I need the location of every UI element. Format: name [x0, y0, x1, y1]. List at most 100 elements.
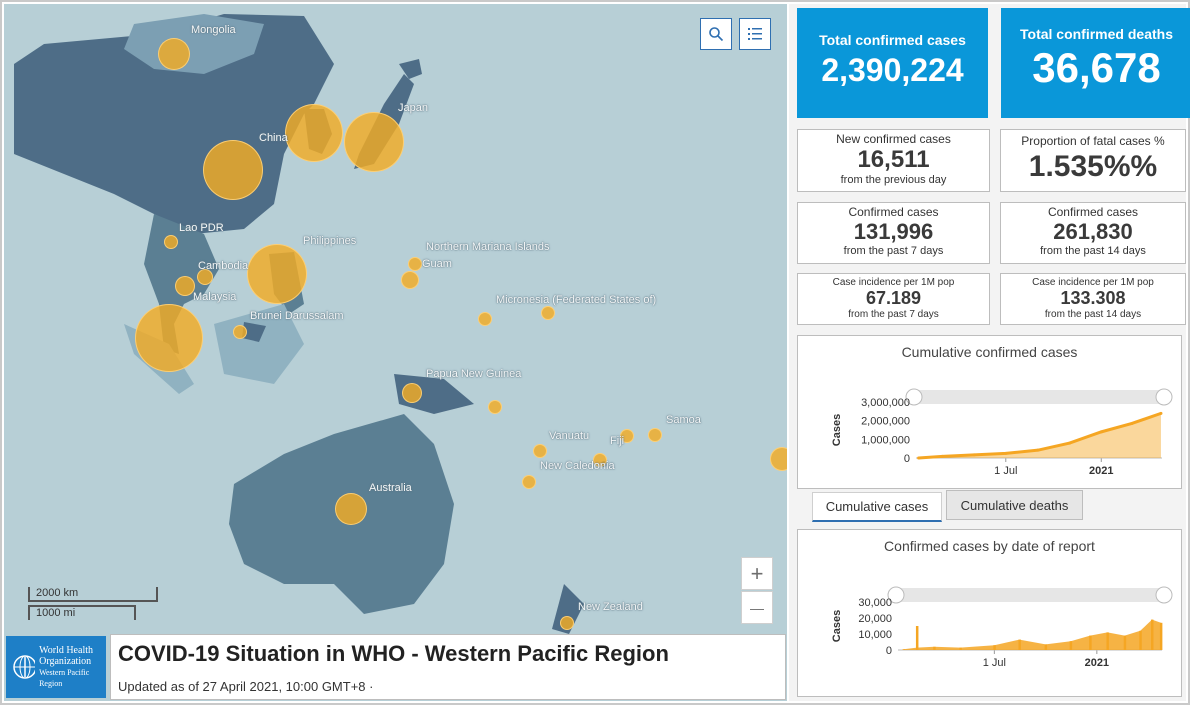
series-area [903, 619, 1161, 650]
map-bubble[interactable] [247, 244, 307, 304]
data-point [1068, 441, 1072, 445]
updated-timestamp: Updated as of 27 April 2021, 10:00 GMT+8… [118, 679, 374, 694]
data-point [1099, 430, 1103, 434]
new-cases-label: New confirmed cases [836, 132, 951, 146]
total-cases-card: Total confirmed cases 2,390,224 [797, 8, 988, 118]
total-cases-value: 2,390,224 [821, 52, 964, 88]
map-bubble[interactable] [335, 493, 367, 525]
daily-chart-panel: Confirmed cases by date of report 0 10,00… [797, 529, 1182, 697]
data-point [972, 453, 976, 457]
map-label-china: China [259, 132, 288, 144]
y-axis-label: Cases [831, 610, 843, 642]
range-slider-handle [905, 388, 923, 406]
cases-14day-card: Confirmed cases 261,830 from the past 14… [1000, 202, 1186, 264]
map-bubble[interactable] [402, 383, 422, 403]
fatal-value: 1.535%% [1028, 150, 1158, 183]
cases-7day-sub: from the past 7 days [843, 245, 944, 257]
bar [1159, 622, 1163, 650]
map-label-new-zealand: New Zealand [578, 601, 643, 613]
map-label-guam: Guam [422, 258, 452, 270]
map-bubble[interactable] [522, 475, 536, 489]
y-tick-label: 0 [904, 453, 910, 465]
y-tick-label: 0 [886, 645, 892, 657]
cumulative-chart[interactable]: 0 1,000,000 2,000,000 3,000,000 Cases 1 Jul 20… [798, 336, 1181, 488]
map-label-new-caledonia: New Caledonia [540, 460, 615, 472]
map-bubble[interactable] [620, 429, 634, 443]
map-bubble[interactable] [593, 453, 607, 467]
map-bubble[interactable] [164, 235, 178, 249]
map-bubble[interactable] [401, 271, 419, 289]
map-label-japan: Japan [398, 102, 428, 114]
x-tick-label: 1 Jul [994, 465, 1017, 477]
y-tick-label: 3,000,000 [861, 397, 910, 409]
x-tick-label: 2021 [1085, 657, 1109, 669]
map-label-lao: Lao PDR [179, 222, 224, 234]
logo-line-1: World Health [39, 645, 93, 656]
y-tick-label: 2,000,000 [861, 416, 910, 428]
map-bubble[interactable] [770, 447, 787, 471]
map-label-cambodia: Cambodia [198, 260, 249, 272]
zoom-out-button[interactable]: — [741, 591, 773, 624]
map-bubble[interactable] [285, 104, 343, 162]
zoom-in-button[interactable]: + [741, 557, 773, 590]
map-bubble[interactable] [408, 257, 422, 271]
map-bubble[interactable] [533, 444, 547, 458]
cases-7day-label: Confirmed cases [848, 205, 939, 219]
map-bubble[interactable] [541, 306, 555, 320]
tab-cumulative-deaths[interactable]: Cumulative deaths [946, 490, 1083, 520]
search-icon [709, 27, 724, 42]
page-title: COVID-19 Situation in WHO - Western Paci… [118, 641, 669, 666]
map-bubble[interactable] [135, 304, 203, 372]
data-point [940, 454, 944, 458]
incidence-7day-sub: from the past 7 days [848, 309, 939, 320]
cases-14day-value: 261,830 [1053, 219, 1133, 244]
map-bubble[interactable] [560, 616, 574, 630]
data-point [917, 456, 921, 460]
x-tick-label: 2021 [1089, 465, 1113, 477]
fatal-proportion-card: Proportion of fatal cases % 1.535%% [1000, 129, 1186, 192]
tab-cumulative-cases[interactable]: Cumulative cases [812, 492, 942, 522]
bar [915, 626, 919, 650]
map-bubble[interactable] [158, 38, 190, 70]
range-slider-handle [1155, 586, 1173, 604]
map-bubble[interactable] [197, 269, 213, 285]
total-deaths-value: 36,678 [1032, 44, 1161, 91]
cumulative-chart-panel: Cumulative confirmed cases 0 1,000,000 2,0… [797, 335, 1182, 489]
search-button[interactable] [700, 18, 732, 50]
map-bubble[interactable] [233, 325, 247, 339]
range-slider-track [892, 588, 1168, 602]
who-emblem-icon [13, 655, 36, 679]
title-bar: COVID-19 Situation in WHO - Western Paci… [110, 634, 786, 700]
list-icon [748, 28, 762, 40]
logo-line-2: Organization [39, 656, 92, 667]
map-label-fiji: Fiji [610, 435, 625, 447]
incidence-7day-card: Case incidence per 1M pop 67.189 from th… [797, 273, 990, 325]
map-label-philippines: Philippines [303, 235, 357, 247]
data-point [1159, 411, 1163, 415]
range-slider-handle [887, 586, 905, 604]
total-deaths-label: Total confirmed deaths [1020, 26, 1173, 42]
map-bubble[interactable] [648, 428, 662, 442]
map-bubble[interactable] [175, 276, 195, 296]
map-label-australia: Australia [369, 482, 412, 494]
map-label-northern-mariana: Northern Mariana Islands [426, 241, 550, 253]
series-area [918, 413, 1161, 458]
map-view[interactable]: Mongolia China Japan Lao PDR Philippines… [4, 4, 787, 701]
total-cases-label: Total confirmed cases [819, 32, 966, 48]
y-tick-label: 30,000 [858, 597, 892, 609]
incidence-14day-card: Case incidence per 1M pop 133.308 from t… [1000, 273, 1186, 325]
y-tick-label: 20,000 [858, 613, 892, 625]
y-axis-label: Cases [831, 414, 843, 446]
daily-chart[interactable]: 0 10,000 20,000 30,000 Cases 1 Jul 2021 [798, 530, 1181, 696]
map-label-vanuatu: Vanuatu [549, 430, 590, 442]
legend-button[interactable] [739, 18, 771, 50]
map-bubble[interactable] [478, 312, 492, 326]
cases-7day-value: 131,996 [853, 219, 934, 244]
map-label-png: Papua New Guinea [426, 368, 522, 380]
cases-7day-card: Confirmed cases 131,996 from the past 7 … [797, 202, 990, 264]
cases-14day-label: Confirmed cases [1047, 205, 1139, 219]
map-bubble[interactable] [344, 112, 404, 172]
map-bubble[interactable] [203, 140, 263, 200]
map-bubble[interactable] [488, 400, 502, 414]
